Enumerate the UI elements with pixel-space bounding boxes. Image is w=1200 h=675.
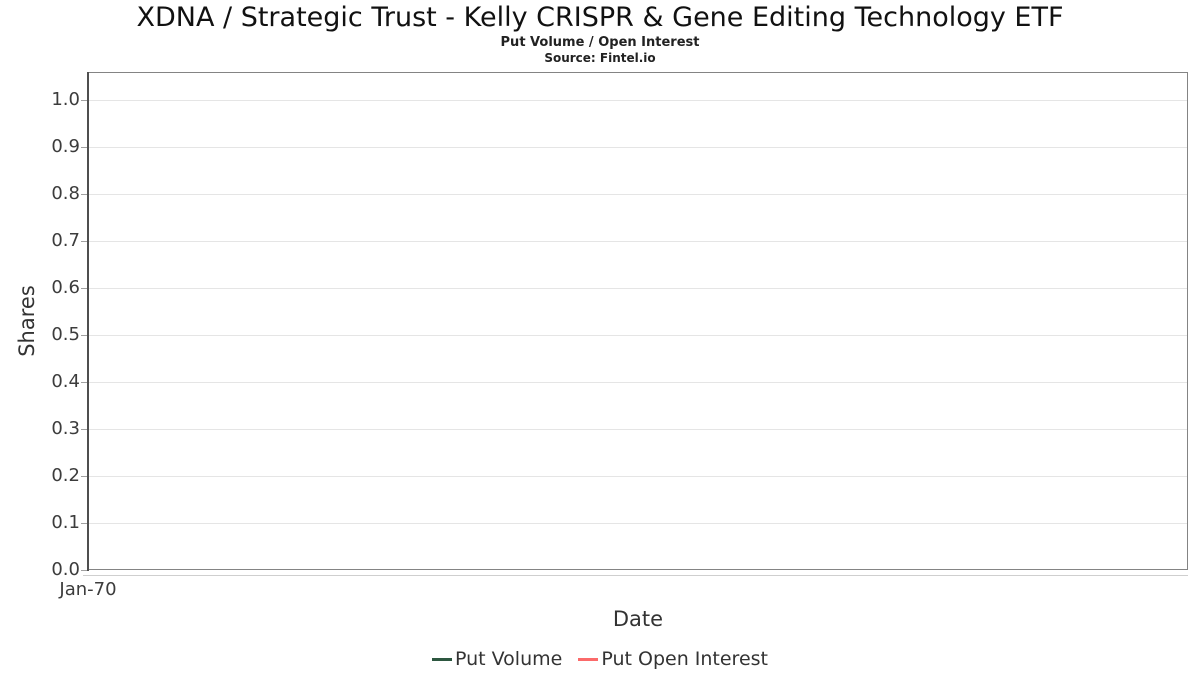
- y-tick-label: 0.7: [51, 230, 80, 251]
- y-gridline: [88, 476, 1188, 477]
- y-gridline: [88, 429, 1188, 430]
- legend-label: Put Volume: [455, 648, 563, 670]
- y-tick-mark: [81, 570, 87, 571]
- y-gridline: [88, 194, 1188, 195]
- legend-line-marker: [432, 657, 452, 661]
- y-tick-label: 0.1: [51, 512, 80, 533]
- legend-line-marker: [578, 657, 599, 661]
- legend-item-put-open-interest[interactable]: Put Open Interest: [578, 646, 768, 672]
- x-axis-line: [83, 575, 1188, 576]
- y-tick-mark: [81, 288, 87, 289]
- y-gridline: [88, 100, 1188, 101]
- x-axis-title: Date: [612, 607, 664, 631]
- y-axis-line: [87, 72, 89, 571]
- y-gridline: [88, 241, 1188, 242]
- y-gridline: [88, 382, 1188, 383]
- chart-title: XDNA / Strategic Trust - Kelly CRISPR & …: [136, 2, 1064, 33]
- y-tick-label: 0.8: [51, 183, 80, 204]
- y-tick-label: 0.3: [51, 418, 80, 439]
- y-tick-label: 0.4: [51, 371, 80, 392]
- y-gridline: [88, 523, 1188, 524]
- plot-area: [88, 72, 1188, 570]
- chart-source-credit: Source: Fintel.io: [544, 51, 656, 65]
- y-tick-mark: [81, 429, 87, 430]
- chart-subtitle: Put Volume / Open Interest: [500, 35, 700, 50]
- y-tick-label: 0.9: [51, 136, 80, 157]
- y-gridline: [88, 288, 1188, 289]
- y-tick-mark: [81, 147, 87, 148]
- y-tick-mark: [81, 382, 87, 383]
- y-tick-label: 0.0: [51, 559, 80, 580]
- y-tick-mark: [81, 194, 87, 195]
- legend-item-put-volume[interactable]: Put Volume: [432, 646, 562, 672]
- legend-label: Put Open Interest: [601, 648, 768, 670]
- y-tick-mark: [81, 335, 87, 336]
- y-tick-label: 0.6: [51, 277, 80, 298]
- y-tick-mark: [81, 523, 87, 524]
- legend: Put Volume Put Open Interest: [0, 646, 1200, 672]
- y-tick-mark: [81, 100, 87, 101]
- y-tick-mark: [81, 476, 87, 477]
- y-tick-label: 0.5: [51, 324, 80, 345]
- y-gridline: [88, 147, 1188, 148]
- x-tick-label: Jan-70: [59, 579, 117, 600]
- y-tick-label: 1.0: [51, 89, 80, 110]
- y-tick-mark: [81, 241, 87, 242]
- y-tick-label: 0.2: [51, 465, 80, 486]
- y-gridline: [88, 335, 1188, 336]
